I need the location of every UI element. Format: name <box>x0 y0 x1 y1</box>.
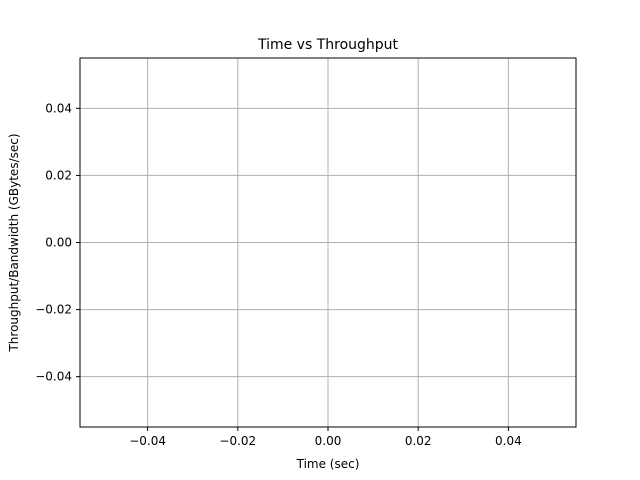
y-tick-label: 0.04 <box>45 101 72 115</box>
y-tick-label: −0.02 <box>35 303 72 317</box>
ticks: −0.04 −0.02 0.00 0.02 0.04 −0.04 −0.02 0.00 0.02… <box>35 101 522 448</box>
x-tick-label: −0.02 <box>219 434 256 448</box>
x-tick-label: 0.02 <box>405 434 432 448</box>
grid <box>80 58 576 427</box>
x-tick-label: −0.04 <box>129 434 166 448</box>
axes-frame <box>79 57 577 428</box>
y-axis-label: Throughput/Bandwidth (GBytes/sec) <box>7 133 21 352</box>
y-tick-label: −0.04 <box>35 370 72 384</box>
x-tick-label: 0.00 <box>315 434 342 448</box>
x-axis-label: Time (sec) <box>296 457 360 471</box>
y-tick-label: 0.00 <box>45 236 72 250</box>
y-tick-label: 0.02 <box>45 168 72 182</box>
x-tick-label: 0.04 <box>495 434 522 448</box>
chart-title: Time vs Throughput <box>257 37 399 53</box>
